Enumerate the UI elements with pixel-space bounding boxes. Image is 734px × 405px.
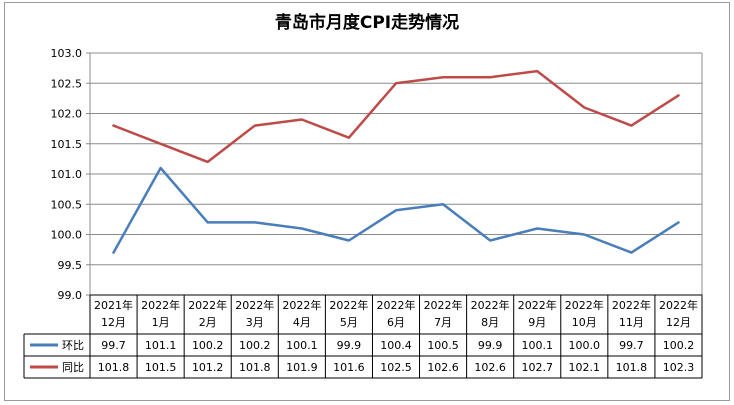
chart-title: 青岛市月度CPI走势情况 xyxy=(274,13,460,33)
data-table-value: 100.1 xyxy=(521,339,553,352)
grid-layer xyxy=(90,52,702,296)
data-table-value: 100.4 xyxy=(380,339,412,352)
x-category-label: 12月 xyxy=(666,316,691,329)
data-table-value: 102.5 xyxy=(380,361,412,374)
y-tick-label: 99.0 xyxy=(58,289,83,302)
legend-label: 环比 xyxy=(62,339,84,352)
x-category-label: 12月 xyxy=(101,316,126,329)
data-table-value: 99.9 xyxy=(478,339,503,352)
data-table-value: 100.0 xyxy=(569,339,601,352)
x-category-label: 9月 xyxy=(528,316,546,329)
data-table-value: 102.6 xyxy=(474,361,506,374)
x-category-label: 2022年 xyxy=(282,298,321,312)
data-table-value: 99.9 xyxy=(337,339,362,352)
data-table-value: 101.5 xyxy=(145,361,177,374)
y-tick-label: 100.5 xyxy=(51,198,83,211)
y-tick-label: 102.5 xyxy=(51,77,83,90)
y-tick-label: 99.5 xyxy=(58,259,83,272)
axis-layer: 99.0 99.5 100.0 100.5 101.0 101.5 102.0 102.5 10… xyxy=(51,47,703,302)
data-table-value: 101.6 xyxy=(333,361,365,374)
data-table-value: 102.1 xyxy=(569,361,601,374)
data-table-value: 101.8 xyxy=(616,361,648,374)
legend-label: 同比 xyxy=(62,361,84,374)
data-table-value: 101.8 xyxy=(239,361,271,374)
x-category-label: 4月 xyxy=(293,316,311,329)
x-category-label: 2021年 xyxy=(94,298,133,312)
x-category-label: 2022年 xyxy=(612,298,651,312)
x-category-label: 2022年 xyxy=(659,298,698,312)
data-table-value: 100.5 xyxy=(427,339,459,352)
data-table-value: 100.1 xyxy=(286,339,318,352)
y-tick-label: 102.0 xyxy=(51,108,83,121)
x-category-label: 2022年 xyxy=(235,298,274,312)
data-table-value: 101.8 xyxy=(98,361,130,374)
x-category-label: 2022年 xyxy=(141,298,180,312)
series-layer xyxy=(112,69,680,254)
x-category-label: 5月 xyxy=(340,316,358,329)
x-category-label: 1月 xyxy=(152,316,170,329)
data-table-value: 102.3 xyxy=(663,361,695,374)
y-tick-label: 100.0 xyxy=(51,229,83,242)
data-table-value: 101.2 xyxy=(192,361,224,374)
x-category-label: 11月 xyxy=(619,316,644,329)
x-category-label: 2月 xyxy=(199,316,217,329)
y-tick-label: 101.0 xyxy=(51,168,83,181)
x-category-label: 2022年 xyxy=(471,298,510,312)
x-category-label: 2022年 xyxy=(377,298,416,312)
data-table-value: 99.7 xyxy=(101,339,126,352)
x-category-label: 2022年 xyxy=(329,298,368,312)
x-category-label: 6月 xyxy=(387,316,405,329)
x-category-label: 2022年 xyxy=(565,298,604,312)
x-category-label: 8月 xyxy=(481,316,499,329)
y-tick-label: 103.0 xyxy=(51,47,83,60)
x-category-label: 2022年 xyxy=(518,298,557,312)
series-line-2 xyxy=(112,69,680,164)
y-tick-label: 101.5 xyxy=(51,138,83,151)
data-table-value: 99.7 xyxy=(619,339,644,352)
data-table-value: 100.2 xyxy=(239,339,271,352)
x-category-label: 2022年 xyxy=(188,298,227,312)
data-table-value: 100.2 xyxy=(663,339,695,352)
x-category-label: 2022年 xyxy=(424,298,463,312)
data-table-value: 101.1 xyxy=(145,339,177,352)
data-table-value: 100.2 xyxy=(192,339,224,352)
x-category-label: 3月 xyxy=(246,316,264,329)
data-table-value: 102.6 xyxy=(427,361,459,374)
data-table: 2021年 12月 2022年 1月 2022年 2月 2022年 3月 2022年 4月 2022… xyxy=(23,294,703,379)
data-table-value: 102.7 xyxy=(521,361,553,374)
x-category-label: 10月 xyxy=(572,316,597,329)
series-line-1 xyxy=(112,166,680,254)
x-category-label: 7月 xyxy=(434,316,452,329)
data-table-value: 101.9 xyxy=(286,361,318,374)
